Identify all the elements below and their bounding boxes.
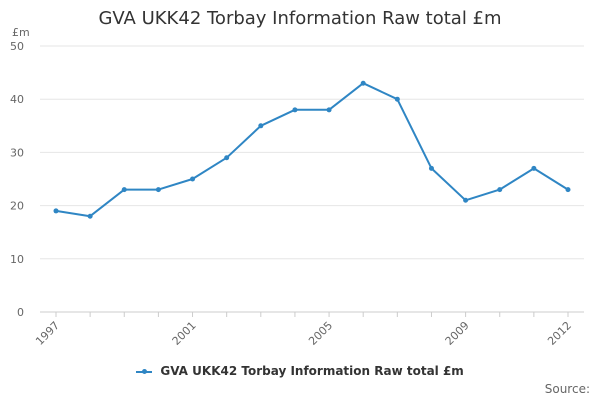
data-point[interactable] bbox=[326, 107, 332, 113]
data-point[interactable] bbox=[497, 187, 503, 193]
y-tick-label: 0 bbox=[17, 306, 24, 319]
y-axis-ticks: 0 10 20 30 40 50 bbox=[10, 40, 24, 319]
series-layer bbox=[53, 80, 571, 219]
y-tick-label: 40 bbox=[10, 93, 24, 106]
data-point[interactable] bbox=[428, 165, 434, 171]
x-tick-label: 1997 bbox=[33, 319, 62, 348]
x-tick-label: 2009 bbox=[443, 319, 472, 348]
x-tick-label: 2001 bbox=[170, 319, 199, 348]
grid-lines bbox=[40, 45, 584, 313]
data-point[interactable] bbox=[565, 187, 571, 193]
data-point[interactable] bbox=[394, 96, 400, 102]
x-tick-label: 2005 bbox=[306, 319, 335, 348]
legend-swatch bbox=[136, 367, 153, 377]
y-axis-unit-label: £m bbox=[12, 26, 30, 39]
data-point[interactable] bbox=[155, 187, 161, 193]
y-tick-label: 20 bbox=[10, 200, 24, 213]
data-point[interactable] bbox=[190, 176, 196, 182]
data-point[interactable] bbox=[121, 187, 127, 193]
data-point[interactable] bbox=[531, 165, 537, 171]
chart-title: GVA UKK42 Torbay Information Raw total £… bbox=[98, 8, 502, 29]
y-tick-label: 50 bbox=[10, 40, 24, 53]
data-point[interactable] bbox=[53, 208, 59, 214]
data-point[interactable] bbox=[292, 107, 298, 113]
data-point[interactable] bbox=[87, 213, 93, 219]
source-label: Source: bbox=[544, 382, 590, 396]
data-point[interactable] bbox=[224, 155, 230, 161]
data-point[interactable] bbox=[463, 197, 469, 203]
x-axis-ticks: 1997 2001 2005 2009 2012 bbox=[33, 312, 574, 348]
legend[interactable]: GVA UKK42 Torbay Information Raw total £… bbox=[0, 364, 600, 378]
data-point[interactable] bbox=[360, 80, 366, 86]
y-tick-label: 10 bbox=[10, 253, 24, 266]
legend-label: GVA UKK42 Torbay Information Raw total £… bbox=[160, 364, 464, 378]
y-tick-label: 30 bbox=[10, 146, 24, 159]
x-tick-label: 2012 bbox=[545, 319, 574, 348]
series-line bbox=[55, 82, 569, 218]
data-point[interactable] bbox=[258, 123, 264, 129]
